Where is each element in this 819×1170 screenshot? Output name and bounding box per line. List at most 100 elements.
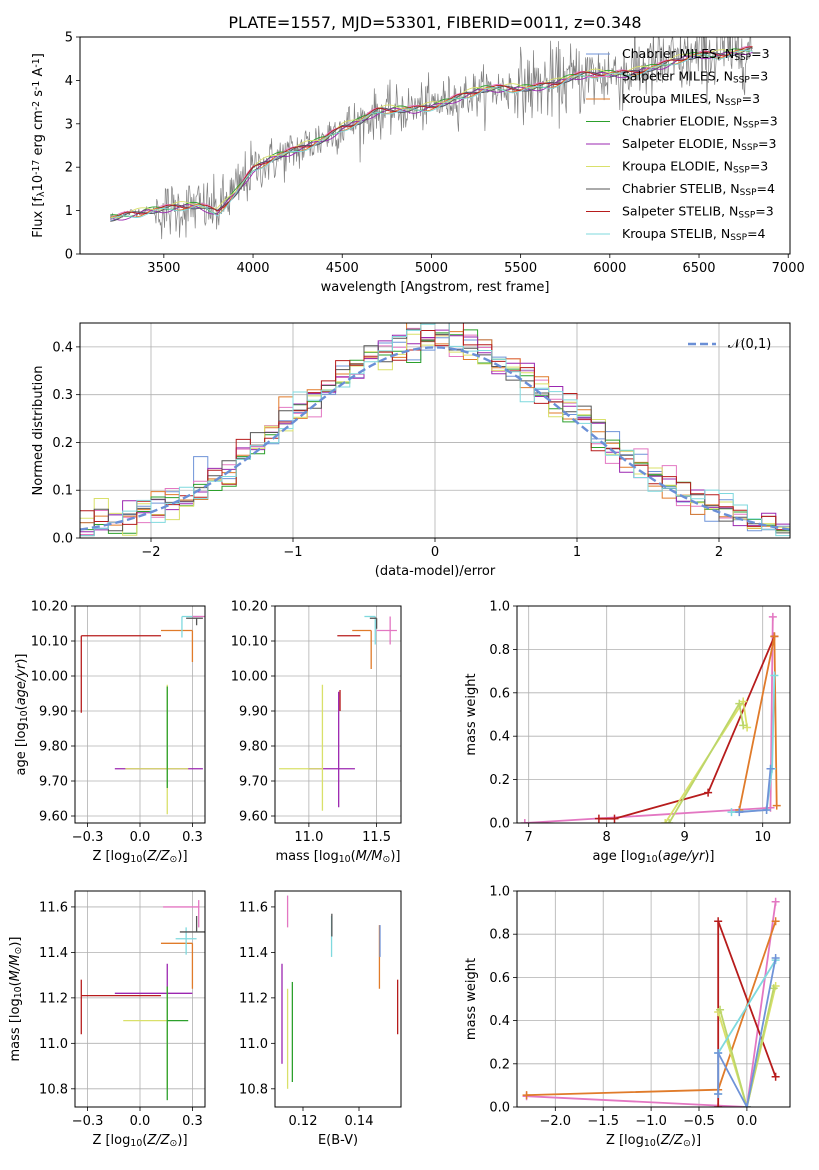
x-tick-label: 11.5 (362, 830, 391, 845)
x-axis-label: Z [log10(Z/Z⊙)] (92, 849, 187, 865)
y-tick-label: 4 (65, 74, 73, 89)
plot-content (80, 615, 205, 815)
weight-marker (772, 801, 781, 810)
y-tick-label: 0.8 (489, 928, 510, 943)
y-tick-label: 0.2 (52, 436, 73, 451)
weight-marker (714, 917, 723, 926)
legend-label: Kroupa ELODIE, NSSP=3 (622, 159, 768, 176)
axes-frame (74, 605, 206, 824)
legend-label: Salpeter ELODIE, NSSP=3 (622, 136, 776, 153)
data-point (80, 979, 161, 1035)
y-tick-label: 9.80 (39, 740, 68, 755)
y-tick-label: 11.0 (39, 1037, 68, 1052)
plot-content (80, 323, 790, 537)
weight-marker (727, 808, 736, 817)
weight-series (714, 953, 780, 1107)
mass-vs-ebv: 0.12 0.14 10.8 11.0 11.2 11.4 11.6 E(B-V) (239, 890, 402, 1148)
y-tick-label: 9.90 (239, 705, 268, 720)
y-axis-label: mass weight (464, 673, 479, 755)
weight-line (526, 901, 777, 1107)
x-tick-label: 6000 (593, 261, 626, 276)
data-point (160, 629, 194, 662)
y-tick-label: 10.20 (31, 600, 68, 615)
weight-marker (661, 819, 670, 823)
plot-area (517, 891, 790, 1107)
y-tick-label: 0.2 (489, 773, 510, 788)
plot-content (109, 37, 753, 240)
y-tick-label: 9.60 (39, 810, 68, 825)
x-tick-label: 0.12 (289, 1114, 318, 1129)
weight-marker (768, 612, 777, 621)
axes-frame (74, 890, 206, 1108)
y-tick-label: 0.2 (489, 1057, 510, 1072)
normal-curve (80, 346, 790, 531)
plot-area (80, 37, 790, 254)
plot-area (517, 606, 790, 823)
x-tick-label: 4000 (236, 261, 269, 276)
axes-frame (274, 605, 402, 824)
x-tick-label: −1.5 (587, 1114, 619, 1129)
y-axis-label: Flux [fλ10-17 erg cm-2 s-1 A-1] (31, 53, 47, 238)
y-tick-label: 1 (65, 204, 73, 219)
y-tick-label: 1.0 (489, 600, 510, 615)
x-tick-label: −1 (283, 545, 302, 560)
y-tick-label: 0.4 (489, 730, 510, 745)
plot-area (275, 891, 401, 1107)
y-tick-label: 0.6 (489, 686, 510, 701)
x-tick-label: 0.0 (130, 830, 151, 845)
y-tick-label: 11.6 (239, 900, 268, 915)
legend: Chabrier MILES, NSSP=3 Salpeter MILES, NS… (586, 46, 778, 243)
legend-label: Salpeter MILES, NSSP=3 (622, 69, 768, 86)
x-tick-label: 10 (754, 830, 771, 845)
data-point (186, 617, 203, 626)
legend: 𝒩(0,1) (688, 337, 771, 352)
y-tick-label: 0.0 (52, 532, 73, 547)
x-tick-label: 2 (715, 545, 723, 560)
x-tick-label: 0.3 (182, 1114, 203, 1129)
y-axis-label: mass [log10(M/M⊙)] (8, 937, 24, 1062)
axes-frame (79, 36, 791, 255)
axes-frame (274, 890, 402, 1108)
data-point (364, 615, 376, 645)
weight-marker (762, 805, 771, 814)
weight-marker (771, 897, 780, 906)
weight-marker (714, 1049, 723, 1057)
legend-label: Chabrier ELODIE, NSSP=3 (622, 114, 778, 131)
x-tick-label: 9 (681, 830, 689, 845)
x-tick-label: 7 (525, 830, 533, 845)
y-tick-label: 0.4 (52, 340, 73, 355)
y-tick-label: 3 (65, 117, 73, 132)
x-tick-label: −0.5 (683, 1114, 715, 1129)
x-axis-label: Z [log10(Z/Z⊙)] (92, 1133, 187, 1149)
weight-marker (769, 984, 778, 993)
model-spectrum-line (110, 49, 753, 220)
y-tick-label: 0.1 (52, 484, 73, 499)
figure-title: PLATE=1557, MJD=53301, FIBERID=0011, z=0… (228, 13, 641, 32)
data-point (376, 616, 397, 645)
residual-histogram-step (80, 323, 790, 537)
age-vs-mass: 11.0 11.5 9.60 9.70 9.80 9.90 10.00 10.10 10.20 m… (231, 600, 402, 865)
model-spectrum-line (110, 45, 753, 219)
y-tick-label: 10.8 (239, 1082, 268, 1097)
x-tick-label: 3500 (147, 261, 180, 276)
x-axis-label: age [log10(age/yr)] (592, 849, 714, 865)
y-tick-label: 5 (65, 31, 73, 46)
weight-marker (771, 953, 780, 962)
weight-line (717, 985, 777, 1107)
y-tick-label: 0.3 (52, 388, 73, 403)
data-point (80, 635, 161, 713)
x-tick-label: −0.3 (72, 1114, 104, 1129)
y-tick-label: 11.4 (39, 946, 68, 961)
x-tick-label: −2.0 (540, 1114, 572, 1129)
x-tick-label: 0.0 (737, 1114, 758, 1129)
legend-label: Kroupa STELIB, NSSP=4 (622, 226, 766, 243)
x-tick-label: 7000 (772, 261, 805, 276)
weight-marker (714, 1090, 723, 1099)
weight-marker (739, 721, 748, 730)
x-tick-label: 5500 (504, 261, 537, 276)
weight-series (714, 917, 780, 1107)
y-tick-label: 0.0 (489, 1101, 510, 1116)
spectrum-plot: 3500 4000 4500 5000 5500 6000 6500 7000 0 1 2 3 4 5 wa… (31, 31, 805, 296)
weight-line (717, 957, 777, 1107)
weight-series (735, 764, 775, 817)
